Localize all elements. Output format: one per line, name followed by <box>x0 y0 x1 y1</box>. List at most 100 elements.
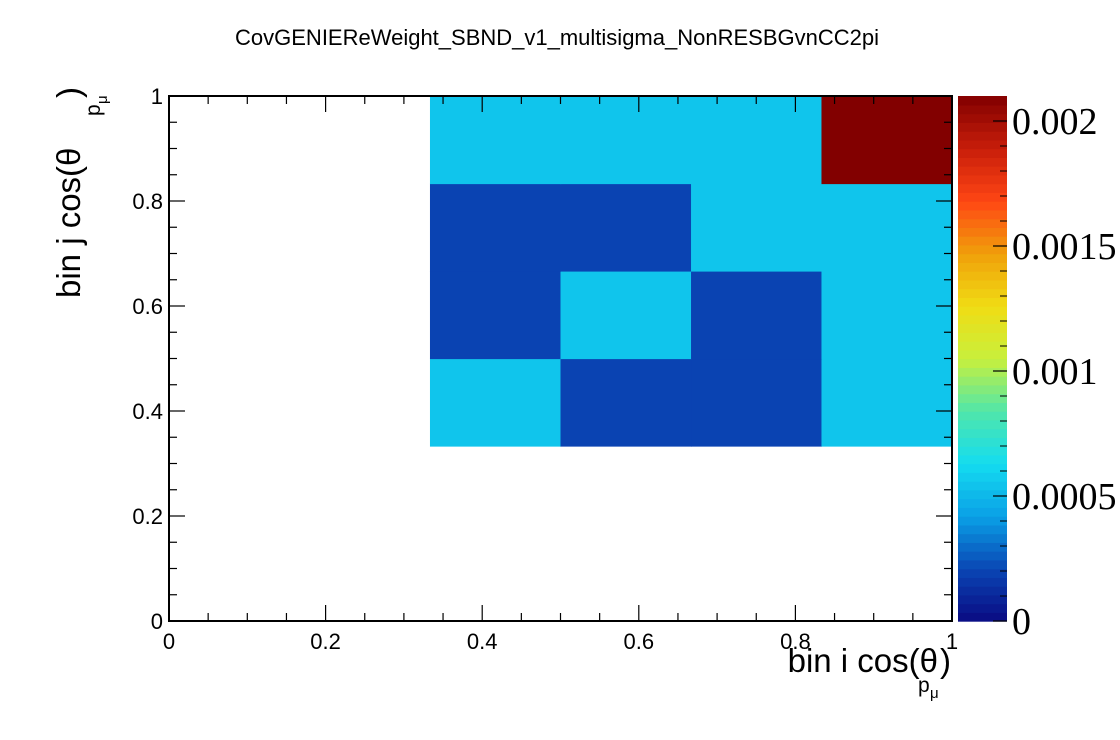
color-scale-label: 0.001 <box>1012 351 1098 393</box>
color-scale-band <box>958 131 1007 141</box>
heatmap-cell <box>821 358 953 447</box>
x-tick-label: 0 <box>163 629 175 654</box>
color-scale-band <box>958 533 1007 543</box>
color-scale-label: 0.002 <box>1012 101 1098 143</box>
color-scale-label: 0.0015 <box>1012 226 1117 268</box>
y-axis: 0 0.2 0.4 0.6 0.8 1 <box>132 84 952 634</box>
y-tick-label: 0 <box>151 609 163 634</box>
x-axis-title-subscript: p <box>918 674 930 697</box>
color-scale-band <box>958 174 1007 185</box>
heatmap-cell <box>691 96 823 185</box>
color-scale-band <box>958 104 1007 115</box>
color-scale-band <box>958 113 1007 123</box>
color-scale-band <box>958 586 1007 596</box>
color-scale-band <box>958 376 1007 386</box>
color-scale-band <box>958 516 1007 526</box>
color-scale-label: 0 <box>1012 601 1031 643</box>
x-tick-label: 0.2 <box>310 629 341 654</box>
chart-title: CovGENIEReWeight_SBND_v1_multisigma_NonR… <box>235 25 879 50</box>
color-scale-band <box>958 472 1007 482</box>
heatmap-cell <box>560 183 692 272</box>
x-tick-label: 0.8 <box>780 629 811 654</box>
color-scale-band <box>958 411 1007 421</box>
heatmap-cell <box>821 96 953 185</box>
color-scale-band <box>958 323 1007 333</box>
heatmap-cell <box>429 183 562 272</box>
heatmap-cells <box>429 96 953 447</box>
color-scale-band <box>958 559 1007 570</box>
color-scale-band <box>958 507 1007 517</box>
heatmap-cell <box>691 270 823 360</box>
color-scale-band <box>958 209 1007 220</box>
heatmap-cell <box>429 96 562 185</box>
color-scale-band <box>958 498 1007 508</box>
color-scale-band <box>958 524 1007 535</box>
color-scale-band <box>958 481 1007 491</box>
x-axis-title: bin i cos(θ <box>788 642 938 679</box>
color-scale-band <box>958 603 1007 613</box>
color-scale-band <box>958 402 1007 412</box>
x-axis-title-close: ) <box>940 642 951 679</box>
x-axis-title-subsubscript: μ <box>930 685 939 702</box>
y-axis-title-main: bin j cos(θ <box>50 148 87 298</box>
heatmap-cell <box>429 358 562 447</box>
color-scale-band <box>958 253 1007 263</box>
color-scale-band <box>958 192 1007 202</box>
y-tick-label: 0.6 <box>132 294 163 319</box>
color-scale-band <box>958 341 1007 351</box>
color-scale-band <box>958 262 1007 272</box>
color-scale-band <box>958 463 1007 473</box>
x-tick-label: 0.6 <box>624 629 655 654</box>
color-scale-band <box>958 201 1007 211</box>
y-axis-title-subsubscript: μ <box>94 95 111 104</box>
color-scale-band <box>958 437 1007 447</box>
color-scale-band <box>958 393 1007 403</box>
color-scale-band <box>958 384 1007 395</box>
y-tick-label: 0.8 <box>132 189 163 214</box>
color-scale-band <box>958 236 1007 246</box>
color-scale-band <box>958 183 1007 193</box>
color-scale-band <box>958 96 1007 106</box>
color-scale-band <box>958 551 1007 561</box>
heatmap-cell <box>560 96 692 185</box>
y-axis-title-subscript: p <box>82 104 105 116</box>
color-scale-band <box>958 157 1007 167</box>
color-scale-band <box>958 489 1007 500</box>
color-scale-band <box>958 577 1007 587</box>
x-axis: 0 0.2 0.4 0.6 0.8 1 <box>163 96 958 654</box>
color-scale-band <box>958 218 1007 228</box>
y-axis-title: bin j cos(θ p μ ) <box>50 87 111 298</box>
heatmap-cell <box>821 183 953 272</box>
color-scale-band <box>958 244 1007 255</box>
color-scale-band <box>958 454 1007 465</box>
color-scale-band <box>958 446 1007 456</box>
heatmap-cell <box>691 358 823 447</box>
y-tick-label: 1 <box>151 84 163 109</box>
color-scale-band <box>958 314 1007 325</box>
color-scale-band <box>958 148 1007 158</box>
x-tick-label: 0.4 <box>467 629 498 654</box>
color-scale-band <box>958 568 1007 578</box>
color-scale-band <box>958 358 1007 368</box>
color-scale-band <box>958 367 1007 377</box>
color-scale-band <box>958 166 1007 176</box>
color-scale-label: 0.0005 <box>1012 476 1117 518</box>
color-scale-band <box>958 227 1007 237</box>
heatmap-cell <box>821 270 953 360</box>
color-scale-band <box>958 612 1007 622</box>
color-scale-band <box>958 139 1007 150</box>
color-scale-band <box>958 428 1007 438</box>
x-tick-label: 1 <box>946 629 958 654</box>
color-scale-band <box>958 419 1007 430</box>
heatmap-cell <box>560 270 692 360</box>
color-scale-band <box>958 279 1007 290</box>
color-scale-band <box>958 332 1007 342</box>
color-scale-band <box>958 594 1007 605</box>
color-scale-band <box>958 297 1007 307</box>
color-scale-band <box>958 122 1007 132</box>
y-tick-label: 0.2 <box>132 504 163 529</box>
color-scale: 0 0.0005 0.001 0.0015 0.002 <box>958 96 1117 643</box>
heatmap-cell <box>429 270 562 360</box>
y-tick-label: 0.4 <box>132 399 163 424</box>
